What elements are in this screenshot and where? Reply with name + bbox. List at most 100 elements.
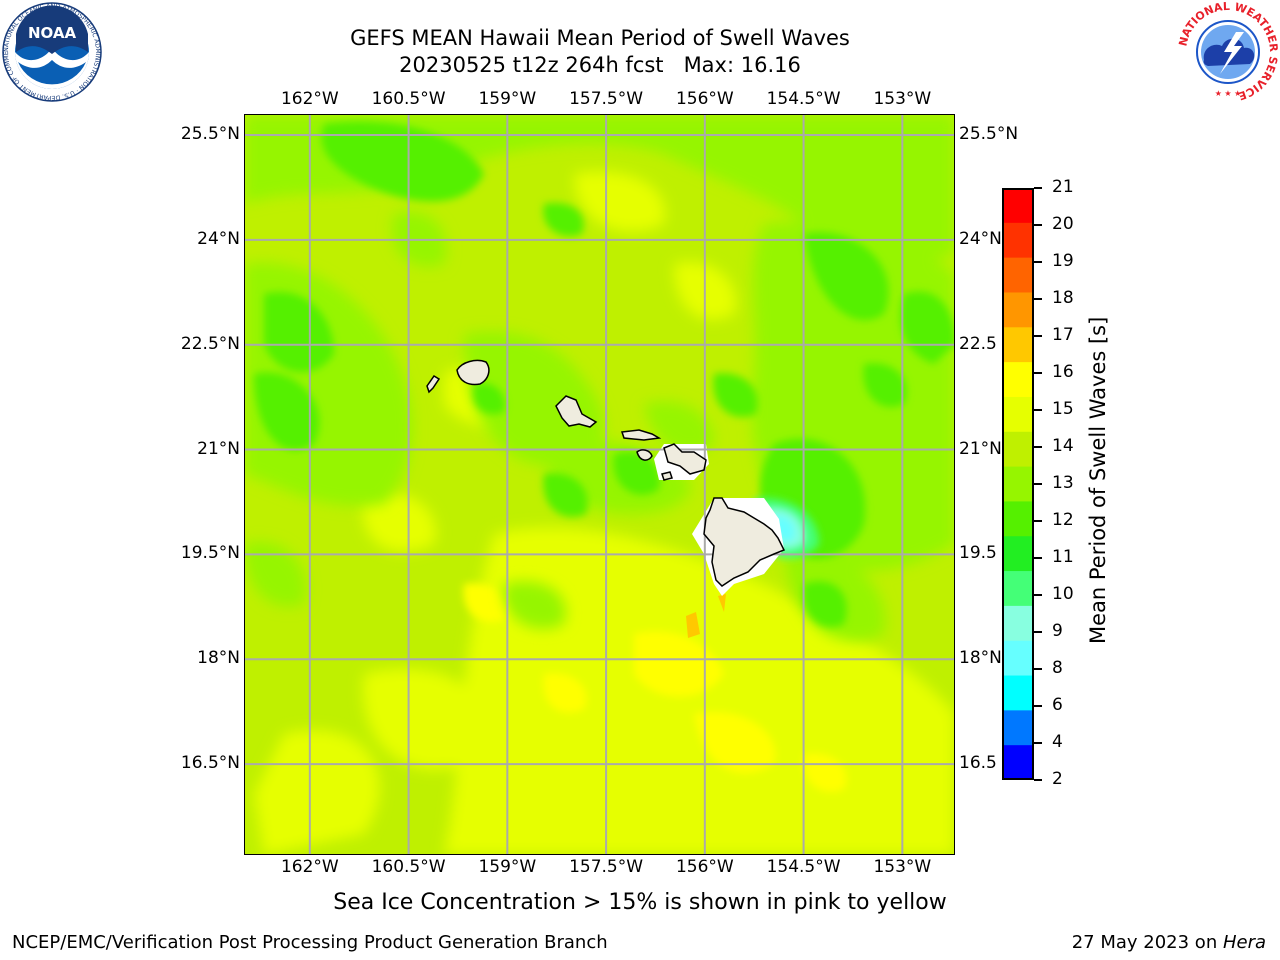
colorbar-tick-label: 12 (1052, 510, 1074, 530)
lon-label-bottom: 160.5°W (371, 857, 446, 877)
footer-date: 27 May 2023 on Hera (1072, 932, 1266, 953)
colorbar-tick-mark (1034, 520, 1042, 522)
colorbar-segment (1002, 257, 1034, 293)
title-line-1: GEFS MEAN Hawaii Mean Period of Swell Wa… (350, 26, 850, 50)
lon-label-top: 156°W (675, 89, 734, 109)
nws-logo: NATIONAL WEATHER SERVICE ★ ★ ★ (1176, 0, 1280, 103)
colorbar-tick-label: 21 (1052, 177, 1074, 197)
colorbar-segment (1002, 292, 1034, 328)
orange-patch (686, 612, 700, 638)
colorbar-tick-mark (1034, 557, 1042, 559)
lat-label-left: 22.5°N (180, 333, 240, 354)
colorbar-tick-label: 4 (1052, 732, 1063, 752)
colorbar-tick-label: 16 (1052, 362, 1074, 382)
colorbar-tick-mark (1034, 335, 1042, 337)
island-oahu (555, 395, 598, 428)
colorbar-segment (1002, 605, 1034, 642)
lat-label-right: 25.5°N (959, 123, 1019, 144)
lat-label-left: 19.5°N (180, 543, 240, 564)
colorbar-label: Mean Period of Swell Waves [s] (1086, 316, 1110, 644)
lon-label-bottom: 156°W (675, 857, 734, 877)
colorbar-tick-label: 19 (1052, 251, 1074, 271)
gridlines (244, 114, 955, 855)
noaa-logo: NATIONAL OCEANIC AND ATMOSPHERIC ADMINIS… (0, 0, 102, 102)
colorbar (1002, 188, 1034, 781)
island-kahoolawe (661, 471, 673, 481)
colorbar-tick-label: 14 (1052, 436, 1074, 456)
lon-label-top: 157.5°W (569, 89, 644, 109)
colorbar-segment (1002, 327, 1034, 363)
lat-label-left: 16.5°N (180, 753, 240, 774)
islands (426, 359, 786, 587)
colorbar-tick-mark (1034, 594, 1042, 596)
colorbar-tick-label: 18 (1052, 288, 1074, 308)
lat-label-right: 18°N (959, 648, 1002, 669)
colorbar-segment (1002, 501, 1034, 537)
map-frame (244, 114, 955, 855)
colorbar-segment (1002, 188, 1034, 224)
colorbar-segment (1002, 362, 1034, 398)
colorbar-segment (1002, 536, 1034, 572)
svg-text:NOAA: NOAA (28, 24, 77, 42)
colorbar-segment (1002, 675, 1034, 711)
lat-label-right: 19.5 (959, 543, 997, 564)
lat-label-left: 24°N (197, 228, 240, 249)
swell-period-map (244, 114, 955, 855)
colorbar-segment (1002, 571, 1034, 607)
colorbar-tick-label: 6 (1052, 695, 1063, 715)
colorbar-segment (1002, 640, 1034, 677)
title-line-2: 20230525 t12z 264h fcst Max: 16.16 (399, 53, 801, 77)
colorbar-border (1002, 188, 1034, 780)
colorbar-tick-mark (1034, 779, 1042, 781)
lat-label-left: 18°N (197, 648, 240, 669)
svg-text:★ ★ ★: ★ ★ ★ (1215, 89, 1242, 98)
lat-label-right: 22.5 (959, 333, 997, 354)
lon-label-bottom: 162°W (280, 857, 339, 877)
island-niihau (426, 374, 441, 394)
island-lanai (636, 449, 653, 461)
lon-label-top: 159°W (478, 89, 537, 109)
lon-label-top: 160.5°W (371, 89, 446, 109)
lat-label-right: 21°N (959, 438, 1002, 459)
lat-label-right: 16.5 (959, 753, 997, 774)
island-hawaii (703, 497, 786, 587)
island-maui (663, 443, 707, 475)
lat-label-left: 21°N (197, 438, 240, 459)
colorbar-tick-label: 10 (1052, 584, 1074, 604)
colorbar-tick-mark (1034, 372, 1042, 374)
colorbar-tick-mark (1034, 483, 1042, 485)
colorbar-tick-label: 15 (1052, 399, 1074, 419)
footer-host: Hera (1222, 932, 1266, 953)
colorbar-tick-label: 20 (1052, 214, 1074, 234)
colorbar-tick-label: 9 (1052, 621, 1063, 641)
colorbar-tick-label: 11 (1052, 547, 1074, 567)
lon-label-bottom: 157.5°W (569, 857, 644, 877)
colorbar-segment (1002, 222, 1034, 259)
lat-label-right: 24°N (959, 228, 1002, 249)
island-kauai (456, 359, 490, 386)
colorbar-tick-mark (1034, 742, 1042, 744)
lat-label-left: 25.5°N (180, 123, 240, 144)
lon-label-bottom: 153°W (873, 857, 932, 877)
footer-date-text: 27 May 2023 on (1071, 932, 1223, 953)
lon-label-top: 162°W (280, 89, 339, 109)
colorbar-tick-mark (1034, 668, 1042, 670)
colorbar-segment (1002, 431, 1034, 468)
colorbar-tick-mark (1034, 261, 1042, 263)
lon-label-bottom: 159°W (478, 857, 537, 877)
colorbar-tick-mark (1034, 446, 1042, 448)
lon-label-top: 154.5°W (766, 89, 841, 109)
colorbar-tick-label: 17 (1052, 325, 1074, 345)
footer-branch: NCEP/EMC/Verification Post Processing Pr… (12, 932, 608, 953)
colorbar-tick-label: 2 (1052, 769, 1063, 789)
colorbar-tick-label: 8 (1052, 658, 1063, 678)
colorbar-segment (1002, 396, 1034, 433)
lon-label-bottom: 154.5°W (766, 857, 841, 877)
colorbar-tick-mark (1034, 187, 1042, 189)
colorbar-segment (1002, 745, 1034, 781)
colorbar-segment (1002, 466, 1034, 502)
sea-ice-caption: Sea Ice Concentration > 15% is shown in … (333, 890, 947, 915)
colorbar-tick-mark (1034, 409, 1042, 411)
island-molokai (620, 429, 662, 441)
colorbar-tick-label: 13 (1052, 473, 1074, 493)
